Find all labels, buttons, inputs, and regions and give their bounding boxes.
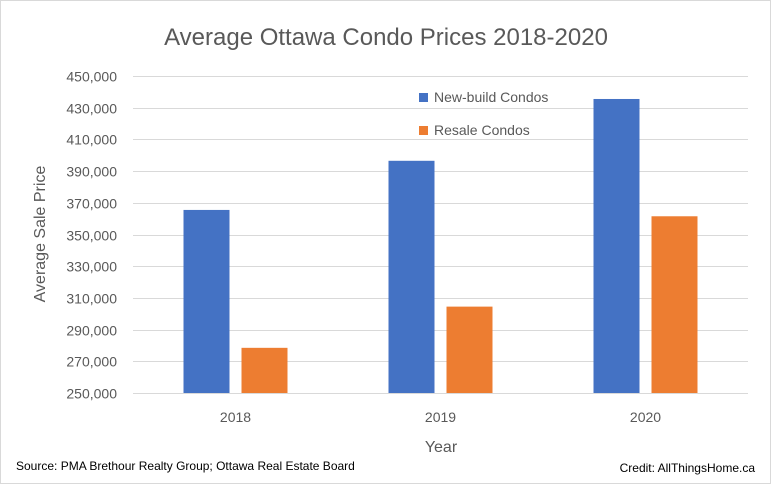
y-tick-label: 330,000 (66, 259, 117, 275)
y-tick-label: 350,000 (66, 228, 117, 244)
chart-title: Average Ottawa Condo Prices 2018-2020 (164, 24, 608, 51)
x-tick-label: 2018 (220, 409, 251, 425)
legend-swatch (419, 126, 428, 135)
legend-label: New-build Condos (434, 89, 548, 105)
bar-new-build-condos-2018 (183, 209, 230, 393)
legend: New-build Condos Resale Condos (419, 89, 548, 138)
source-note: Source: PMA Brethour Realty Group; Ottaw… (16, 459, 355, 473)
y-tick-label: 310,000 (66, 291, 117, 307)
y-tick-label: 250,000 (66, 386, 117, 402)
x-axis-ticks: 2018 2019 2020 (220, 409, 661, 425)
y-tick-label: 370,000 (66, 196, 117, 212)
x-axis-title: Year (425, 439, 458, 456)
y-tick-label: 290,000 (66, 323, 117, 339)
bar-resale-condos-2018 (241, 347, 288, 393)
credit-note: Credit: AllThingsHome.ca (620, 461, 756, 475)
bar-resale-condos-2019 (446, 306, 493, 393)
x-tick-label: 2020 (630, 409, 661, 425)
bar-new-build-condos-2019 (388, 160, 435, 393)
y-tick-label: 450,000 (66, 69, 117, 85)
y-tick-label: 430,000 (66, 101, 117, 117)
y-tick-label: 410,000 (66, 132, 117, 148)
bar-new-build-condos-2020 (593, 98, 640, 394)
gridlines (133, 76, 748, 394)
y-axis-ticks: 250,000 270,000 290,000 310,000 330,000 350,0… (66, 69, 117, 402)
bars (183, 98, 698, 394)
y-axis-title: Average Sale Price (32, 166, 49, 303)
x-tick-label: 2019 (425, 409, 456, 425)
legend-label: Resale Condos (434, 122, 530, 138)
bar-resale-condos-2020 (651, 216, 698, 393)
y-tick-label: 390,000 (66, 164, 117, 180)
legend-swatch (419, 93, 428, 102)
y-tick-label: 270,000 (66, 354, 117, 370)
